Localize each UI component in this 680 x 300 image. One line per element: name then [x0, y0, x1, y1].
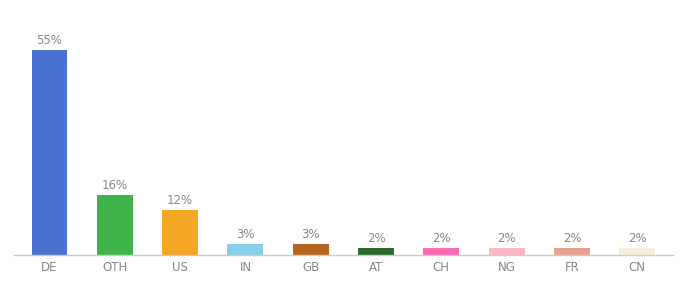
Text: 2%: 2% [432, 232, 451, 244]
Bar [31, 50, 67, 255]
Bar [358, 248, 394, 255]
Text: 16%: 16% [102, 179, 128, 192]
Text: 2%: 2% [367, 232, 386, 244]
Text: 3%: 3% [236, 228, 255, 241]
Text: 12%: 12% [167, 194, 193, 207]
Bar [619, 248, 656, 255]
Bar [293, 244, 328, 255]
Text: 55%: 55% [37, 34, 63, 47]
Text: 2%: 2% [562, 232, 581, 244]
Text: 2%: 2% [628, 232, 647, 244]
Text: 3%: 3% [301, 228, 320, 241]
Bar [228, 244, 263, 255]
Bar [554, 248, 590, 255]
Bar [162, 210, 198, 255]
Bar [97, 195, 133, 255]
Text: 2%: 2% [497, 232, 516, 244]
Bar [424, 248, 459, 255]
Bar [489, 248, 525, 255]
